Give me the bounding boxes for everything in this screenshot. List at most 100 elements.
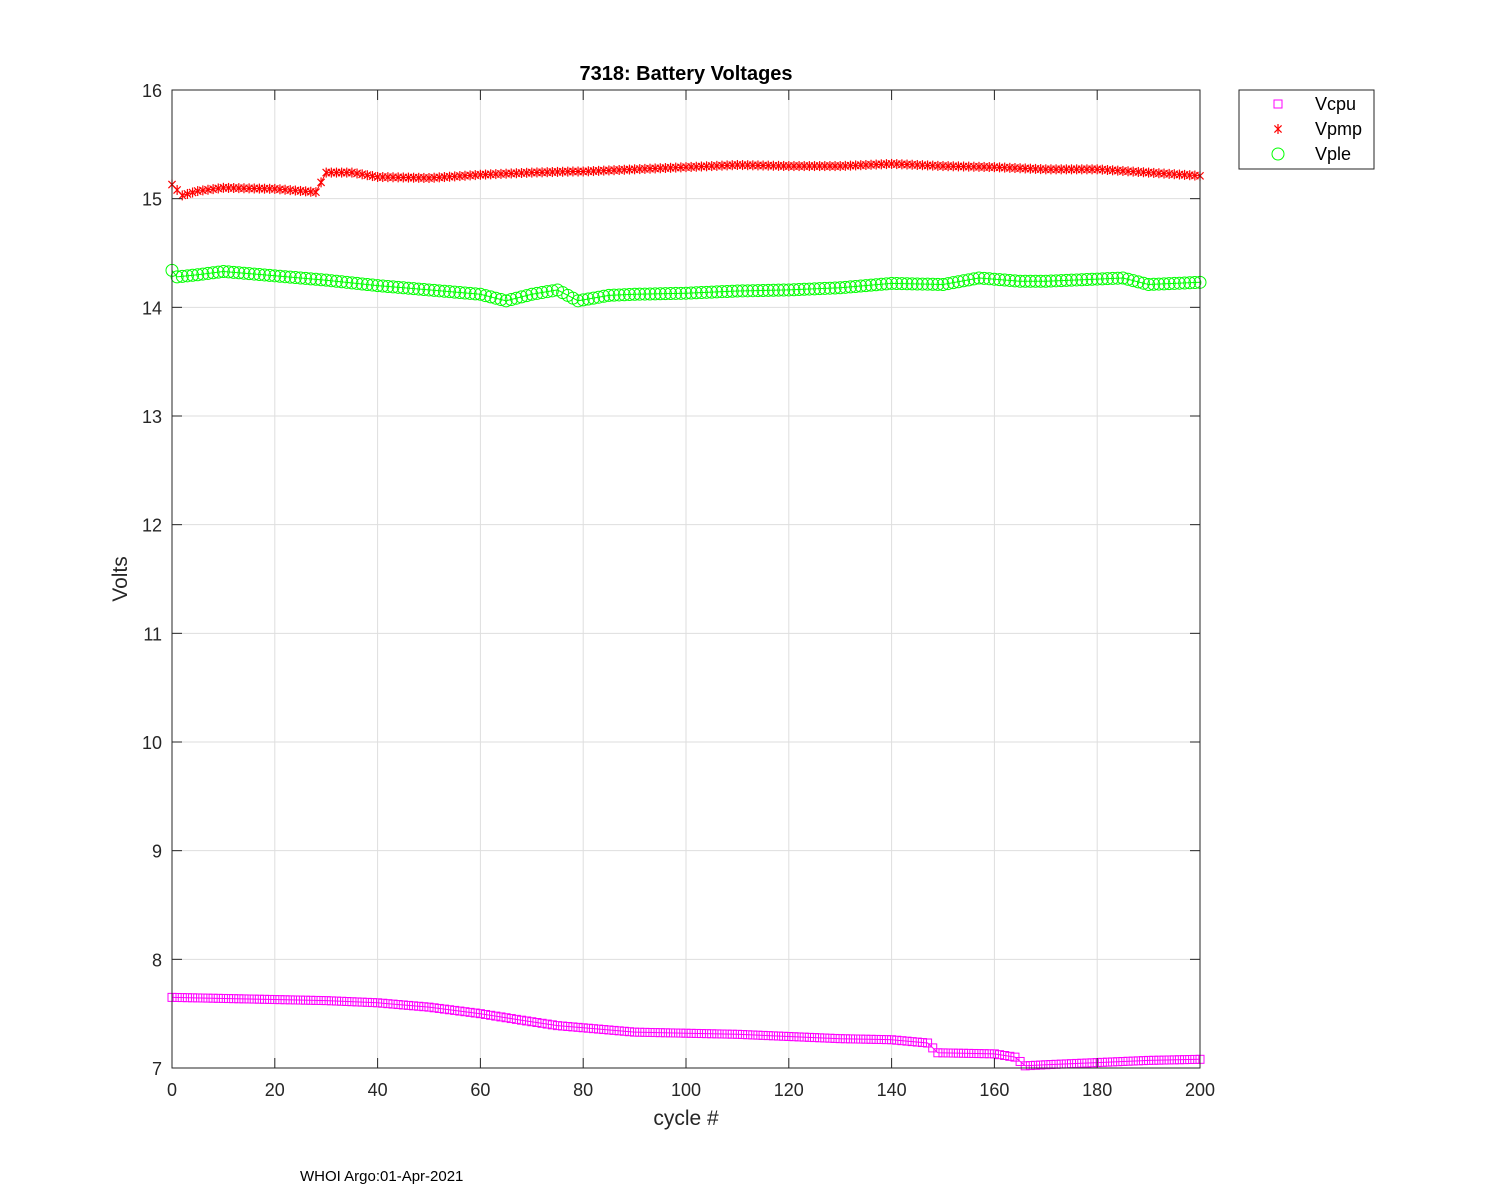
data-point — [628, 287, 642, 301]
data-point — [779, 1031, 789, 1041]
legend-label: Vple — [1315, 144, 1351, 164]
data-point — [475, 1009, 485, 1019]
data-point — [280, 995, 290, 1005]
x-axis-label: cycle # — [653, 1107, 719, 1130]
data-point — [1085, 272, 1099, 286]
data-point — [326, 996, 336, 1006]
data-point — [671, 1028, 681, 1038]
data-point — [743, 1030, 753, 1040]
data-point — [732, 1029, 742, 1039]
data-point — [792, 283, 806, 297]
data-point — [710, 285, 724, 299]
data-point — [666, 1028, 676, 1038]
data-point — [941, 277, 955, 291]
data-point — [247, 267, 261, 281]
data-point — [727, 1029, 737, 1039]
data-point — [751, 284, 765, 298]
data-point — [1025, 1061, 1035, 1071]
data-point — [761, 283, 775, 297]
data-point — [1080, 273, 1094, 287]
data-point — [170, 270, 184, 284]
data-point — [588, 1024, 598, 1034]
x-tick-label: 20 — [265, 1080, 285, 1100]
data-point — [885, 276, 899, 290]
data-point — [1180, 1055, 1190, 1065]
legend-marker — [1273, 124, 1283, 134]
data-point — [1144, 1055, 1154, 1065]
data-point — [917, 1038, 927, 1048]
data-point — [1152, 277, 1166, 291]
data-point — [386, 280, 400, 294]
x-tick-label: 100 — [671, 1080, 701, 1100]
data-point — [486, 1010, 496, 1020]
data-point — [432, 284, 446, 298]
data-point — [689, 286, 703, 300]
data-point — [347, 997, 357, 1007]
data-point — [337, 996, 347, 1006]
data-point — [504, 293, 518, 307]
data-point — [691, 1028, 701, 1038]
data-point — [1023, 274, 1037, 288]
y-tick-label: 8 — [152, 950, 162, 970]
data-point — [741, 284, 755, 298]
data-point — [763, 1031, 773, 1041]
data-point — [1164, 1055, 1174, 1065]
data-point — [352, 997, 362, 1007]
data-point — [553, 1021, 562, 1031]
data-point — [1034, 274, 1048, 288]
data-point — [182, 993, 192, 1003]
data-point — [1108, 1057, 1118, 1067]
data-point — [694, 286, 708, 300]
data-point — [982, 272, 996, 286]
data-point — [849, 279, 863, 293]
x-tick-label: 60 — [470, 1080, 490, 1100]
data-point — [959, 1048, 969, 1058]
data-point — [216, 264, 230, 278]
data-point — [794, 1032, 804, 1042]
data-point — [175, 269, 189, 283]
data-point — [367, 998, 377, 1008]
data-point — [345, 276, 359, 290]
data-point — [1075, 273, 1089, 287]
data-point — [845, 1034, 855, 1044]
data-point — [479, 289, 493, 303]
data-point — [403, 1000, 413, 1010]
data-point — [331, 996, 341, 1006]
data-point — [854, 279, 868, 293]
data-point — [1154, 1055, 1164, 1065]
data-point — [578, 1023, 588, 1033]
data-point — [273, 269, 287, 283]
data-point — [825, 1033, 835, 1043]
data-point — [407, 282, 421, 296]
data-point — [736, 284, 750, 298]
data-point — [576, 293, 590, 307]
data-point — [707, 1029, 717, 1039]
data-point — [802, 282, 816, 296]
data-point — [252, 268, 266, 282]
data-point — [1072, 1058, 1082, 1068]
data-point — [290, 995, 300, 1005]
data-point — [365, 278, 379, 292]
data-point — [484, 290, 498, 304]
legend-marker — [1273, 99, 1283, 109]
data-point — [178, 190, 187, 201]
data-point — [463, 286, 477, 300]
data-point — [563, 1021, 573, 1031]
data-point — [499, 294, 513, 308]
data-point — [594, 1024, 604, 1034]
data-point — [249, 994, 259, 1004]
data-point — [237, 266, 251, 280]
data-point — [717, 1029, 727, 1039]
data-point — [357, 997, 367, 1007]
data-point — [1174, 1055, 1184, 1065]
data-point — [213, 993, 223, 1003]
data-point — [1138, 1056, 1148, 1066]
data-point — [1167, 276, 1181, 290]
data-point — [180, 269, 194, 283]
data-point — [833, 281, 847, 295]
data-point — [1036, 1060, 1046, 1070]
data-point — [260, 994, 270, 1004]
data-point — [1185, 1055, 1195, 1065]
data-point — [936, 278, 950, 292]
data-point — [232, 266, 246, 280]
